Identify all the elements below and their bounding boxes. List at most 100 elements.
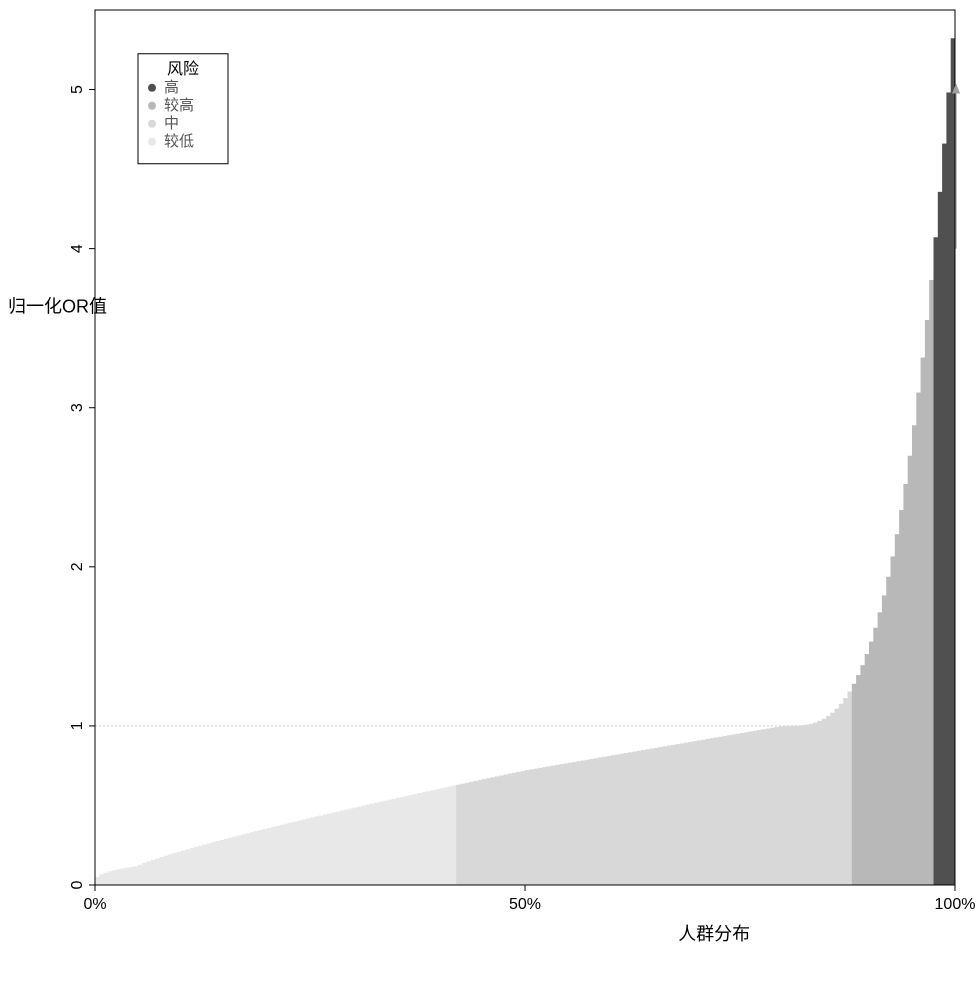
risk-bar <box>426 791 431 885</box>
risk-bar <box>194 847 199 885</box>
risk-bar <box>946 92 951 885</box>
risk-bar <box>749 731 754 885</box>
risk-bar <box>323 814 328 885</box>
risk-bar <box>538 768 543 885</box>
risk-bar <box>706 739 711 885</box>
risk-bar <box>852 684 857 885</box>
risk-bar <box>405 796 410 885</box>
risk-bar <box>886 577 891 885</box>
risk-bar <box>516 772 521 885</box>
risk-bar <box>611 755 616 885</box>
risk-bar <box>185 849 190 885</box>
risk-bar <box>723 736 728 885</box>
risk-bar <box>805 725 810 885</box>
risk-bar <box>620 754 625 885</box>
risk-bar <box>633 752 638 885</box>
risk-bar <box>534 769 539 885</box>
risk-bar <box>271 827 276 885</box>
risk-bar <box>787 726 792 885</box>
risk-bar <box>568 763 573 885</box>
risk-bar <box>878 612 883 885</box>
risk-bar <box>250 832 255 885</box>
risk-bar <box>585 760 590 885</box>
risk-bar <box>792 726 797 885</box>
risk-bar <box>542 767 547 885</box>
risk-bar <box>138 865 143 885</box>
legend-swatch <box>148 138 156 146</box>
risk-bar <box>628 752 633 885</box>
risk-bar <box>572 762 577 885</box>
risk-bar <box>181 851 186 885</box>
risk-bar <box>624 753 629 885</box>
risk-bar <box>934 237 939 885</box>
risk-bar <box>822 719 827 885</box>
risk-bar <box>590 759 595 885</box>
risk-bar <box>895 534 900 885</box>
risk-bar <box>121 868 126 885</box>
risk-bar <box>396 798 401 885</box>
risk-bar <box>555 765 560 885</box>
x-axis-label: 人群分布 <box>678 924 750 944</box>
risk-bar <box>379 802 384 885</box>
risk-bar <box>353 808 358 886</box>
y-tick-label: 2 <box>69 562 86 571</box>
risk-bar <box>344 809 349 885</box>
risk-bar <box>826 716 831 885</box>
risk-bar <box>529 769 534 885</box>
risk-bar <box>891 556 896 885</box>
risk-bar <box>710 738 715 885</box>
risk-bar <box>284 824 289 885</box>
risk-bar <box>177 852 182 885</box>
legend-item-label: 较低 <box>164 132 194 150</box>
risk-bar <box>418 793 423 885</box>
risk-bar <box>873 628 878 885</box>
risk-bar <box>491 777 496 885</box>
risk-bar <box>409 795 414 885</box>
legend-item-label: 高 <box>164 79 179 96</box>
risk-bar <box>340 810 345 885</box>
risk-bar <box>602 757 607 885</box>
risk-bar <box>942 144 947 885</box>
legend-swatch <box>148 84 156 92</box>
risk-bar <box>473 781 478 885</box>
x-tick-label: 0% <box>83 896 106 913</box>
risk-bar <box>839 704 844 885</box>
risk-bar <box>190 848 195 885</box>
risk-bar <box>658 747 663 885</box>
risk-bar <box>577 761 582 885</box>
risk-bar <box>336 811 341 885</box>
risk-bar <box>753 731 758 885</box>
risk-bar <box>224 839 229 885</box>
risk-bar <box>168 854 173 885</box>
legend-swatch <box>148 102 156 110</box>
risk-bar <box>228 838 233 885</box>
risk-bar <box>684 743 689 885</box>
risk-bar <box>766 729 771 885</box>
risk-bar <box>327 813 332 885</box>
risk-bar <box>667 746 672 885</box>
risk-bar <box>504 775 509 885</box>
risk-bar <box>774 727 779 885</box>
risk-bar <box>495 776 500 885</box>
risk-bar <box>375 803 380 885</box>
risk-bar <box>482 779 487 885</box>
risk-bar <box>465 783 470 885</box>
risk-bar <box>258 830 263 885</box>
risk-bar <box>559 764 564 885</box>
risk-bar <box>267 828 272 885</box>
risk-bar <box>448 786 453 885</box>
risk-bar <box>147 861 152 885</box>
risk-bar <box>645 749 650 885</box>
risk-bar <box>301 820 306 885</box>
risk-bar <box>276 826 281 885</box>
risk-bar <box>663 746 668 885</box>
risk-bar <box>860 665 865 885</box>
risk-bar <box>671 745 676 885</box>
risk-bar <box>400 797 405 885</box>
risk-bar <box>461 784 466 885</box>
risk-bar <box>95 877 100 885</box>
risk-bar <box>220 840 225 885</box>
risk-bar <box>843 698 848 885</box>
risk-bar <box>314 816 319 885</box>
risk-bar <box>783 726 788 885</box>
